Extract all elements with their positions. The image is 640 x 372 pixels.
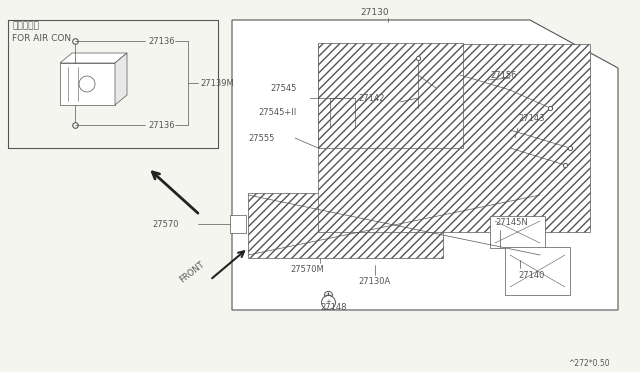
Text: ^272*0.50: ^272*0.50 [568,359,610,369]
Text: 27145N: 27145N [495,218,528,227]
Bar [318,44,590,232]
Text: 27555: 27555 [248,134,275,142]
Text: 27140: 27140 [518,270,545,279]
Circle shape [79,76,95,92]
Text: 27545+II: 27545+II [258,108,296,116]
Bar [505,247,570,295]
Text: 27570M: 27570M [290,266,324,275]
Text: +: + [325,299,331,305]
Text: 27142: 27142 [358,93,385,103]
Text: 27148: 27148 [320,304,346,312]
Text: 27130A: 27130A [358,278,390,286]
Text: FOR AIR CON: FOR AIR CON [12,33,71,42]
Bar [248,193,443,258]
Text: エアコン用: エアコン用 [12,22,39,31]
Text: 27545: 27545 [270,83,296,93]
Text: 27143: 27143 [518,113,545,122]
Polygon shape [115,53,127,105]
Text: 27570: 27570 [152,219,179,228]
Bar [230,215,246,233]
Bar [490,216,545,248]
Bar [60,63,115,105]
Text: FRONT: FRONT [178,260,206,285]
Text: 27139M: 27139M [200,78,234,87]
Bar [318,43,463,148]
Text: 27130: 27130 [360,7,388,16]
Polygon shape [232,20,618,310]
Text: 27156: 27156 [490,71,516,80]
Text: 27136: 27136 [148,36,175,45]
Text: 27136: 27136 [148,121,175,129]
Polygon shape [60,53,127,63]
